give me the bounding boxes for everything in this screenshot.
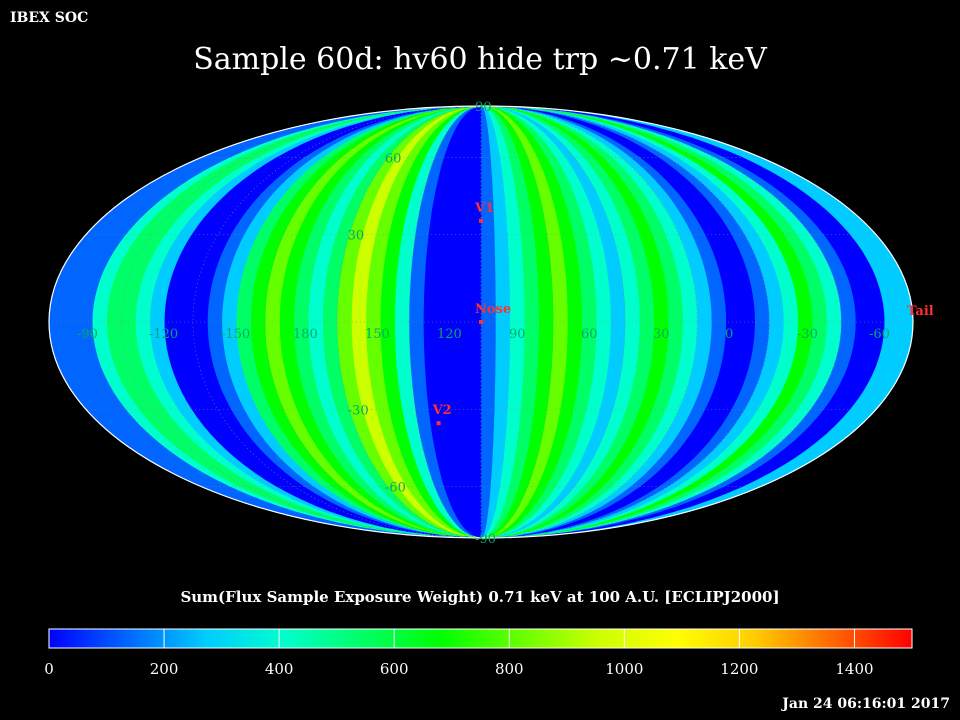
latitude-label: 60 xyxy=(385,151,402,166)
longitude-line xyxy=(336,106,482,538)
longitude-label: 90 xyxy=(509,327,526,342)
longitude-label: -60 xyxy=(869,327,890,342)
colorbar-tick-label: 1200 xyxy=(720,660,758,678)
colorbar-tick-label: 1000 xyxy=(605,660,643,678)
colorbar-tick-label: 800 xyxy=(495,660,524,678)
marker-dot xyxy=(436,421,441,426)
marker-label: V1 xyxy=(474,201,494,216)
latitude-label: 90 xyxy=(475,100,492,115)
colorbar-tick-label: 1400 xyxy=(835,660,873,678)
longitude-line xyxy=(480,106,842,538)
longitude-label: 60 xyxy=(581,327,598,342)
longitude-labels: 60 30 0 -30 -60 -90 -120 -150 180 150 120 90 xyxy=(77,327,890,342)
longitude-line xyxy=(120,106,482,538)
latitude-label: -90 xyxy=(475,532,496,547)
chart-title: Sample 60d: hv60 hide trp ~0.71 keV xyxy=(193,42,767,77)
longitude-label: 150 xyxy=(365,327,390,342)
latitude-label: -30 xyxy=(348,403,369,418)
sky-map: 60 30 0 -30 -60 -90 -120 -150 180 150 120 90 90 60 30… xyxy=(48,100,934,547)
colorbar-ticks: 0 200 400 600 800 1000 1200 1400 xyxy=(44,629,874,678)
marker-label: Tail xyxy=(907,304,934,319)
marker-dot xyxy=(479,320,483,324)
colorbar-tick-label: 600 xyxy=(380,660,409,678)
longitude-label: 180 xyxy=(293,327,318,342)
longitude-label: 0 xyxy=(725,327,733,342)
latitude-label: 30 xyxy=(348,229,365,244)
colorbar-ramp xyxy=(48,628,913,649)
colorbar-tick-label: 400 xyxy=(265,660,294,678)
colorbar-tick-label: 0 xyxy=(44,660,54,678)
latitude-label: -60 xyxy=(385,481,406,496)
colorbar-tick-label: 200 xyxy=(150,660,179,678)
timestamp: Jan 24 06:16:01 2017 xyxy=(782,696,950,712)
longitude-line xyxy=(480,106,626,538)
longitude-label: -150 xyxy=(221,327,250,342)
latitude-labels: 90 60 30 -30 -60 -90 xyxy=(348,100,496,547)
flux-strips xyxy=(49,106,913,538)
longitude-line xyxy=(480,106,554,538)
longitude-label: 120 xyxy=(437,327,462,342)
longitude-label: -90 xyxy=(77,327,98,342)
longitude-label: -120 xyxy=(149,327,178,342)
markers: V1 Nose V2 Tail xyxy=(432,201,934,426)
marker-label: V2 xyxy=(432,403,452,418)
longitude-label: -30 xyxy=(797,327,818,342)
marker-label: Nose xyxy=(475,302,511,317)
map-border xyxy=(48,105,914,539)
corner-label: IBEX SOC xyxy=(10,10,89,26)
longitude-line xyxy=(408,106,482,538)
colorbar-title: Sum(Flux Sample Exposure Weight) 0.71 ke… xyxy=(180,588,780,606)
longitude-label: 30 xyxy=(653,327,670,342)
marker-dot xyxy=(479,218,483,223)
